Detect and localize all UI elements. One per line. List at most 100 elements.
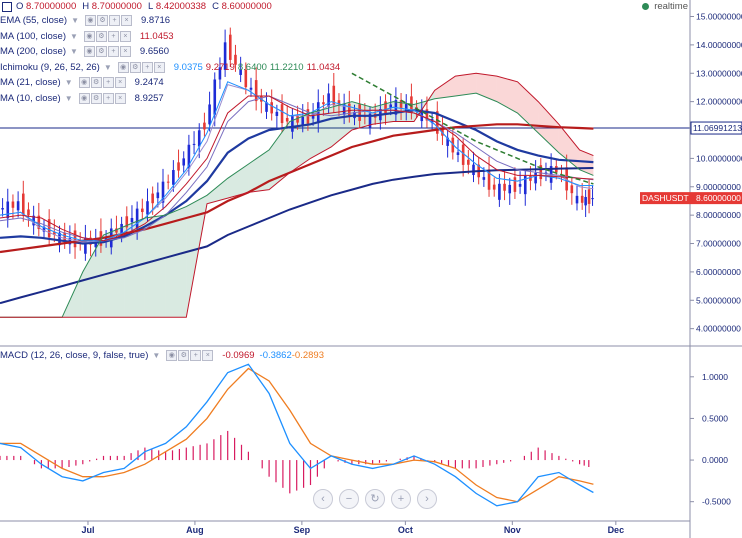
series-line-senkou-a [0,92,594,318]
chevron-down-icon[interactable]: ▼ [152,351,161,360]
chevron-down-icon[interactable]: ▼ [64,78,73,87]
close-icon[interactable]: × [114,92,126,104]
candle-body [141,208,144,213]
zoom-in-icon[interactable]: + [391,489,411,509]
candle-body [53,232,56,236]
time-tick-label: Sep [294,525,311,535]
candle-body [208,104,211,125]
settings-icon[interactable]: ⚙ [90,92,102,104]
add-icon[interactable]: + [107,46,119,57]
collapse-icon[interactable] [2,1,12,12]
settings-icon[interactable]: ⚙ [95,30,107,42]
ohlc-open: 8.70000000 [26,1,77,12]
add-icon[interactable]: + [190,350,202,361]
series-line-senkou-b [0,72,594,318]
indicator-name[interactable]: Ichimoku (9, 26, 52, 26) [0,61,100,73]
chevron-down-icon[interactable]: ▼ [103,62,112,72]
ichimoku-cloud-segment [289,112,311,173]
close-icon[interactable]: × [119,46,131,57]
zoom-out-icon[interactable]: − [339,489,359,509]
settings-icon[interactable]: ⚙ [95,46,107,57]
candle-body [249,87,253,90]
eye-icon[interactable]: ◉ [166,350,178,361]
candle-body [584,196,587,206]
candle-body [570,185,574,194]
candle-body [529,175,532,181]
candle-body [172,170,175,185]
settings-icon[interactable]: ⚙ [178,350,190,361]
ichimoku-cloud-segment [517,81,539,133]
candle-body [223,42,227,70]
add-icon[interactable]: + [141,61,153,73]
ohlc-low-key: L [147,1,154,12]
scroll-right-icon[interactable]: › [417,489,437,509]
price-tick-label: 14.00000000 [696,40,742,50]
price-line-label: 11.06991213 [693,123,742,133]
close-icon[interactable]: × [202,350,214,361]
candle-body [503,183,506,191]
close-icon[interactable]: × [120,15,132,26]
close-icon[interactable]: × [153,61,165,73]
candle-body [6,201,10,219]
indicator-name[interactable]: MA (21, close) [0,77,61,88]
macd-name[interactable]: MACD (12, 26, close, 9, false, true) [0,350,149,361]
candle-body [120,223,123,236]
ohlc-high-key: H [82,1,90,12]
close-icon[interactable]: × [119,30,131,42]
macd-signal-line [0,367,594,503]
ichimoku-cloud-segment [248,149,270,193]
candle-body [265,102,268,112]
eye-icon[interactable]: ◉ [117,61,129,73]
time-tick-label: Jul [81,525,94,535]
candle-body [47,219,51,238]
indicator-name[interactable]: MA (200, close) [0,46,66,57]
reset-icon[interactable]: ↻ [365,489,385,509]
add-icon[interactable]: + [102,77,114,88]
add-icon[interactable]: + [102,92,114,104]
settings-icon[interactable]: ⚙ [96,15,108,26]
eye-icon[interactable]: ◉ [83,30,95,42]
candle-body [342,103,346,115]
add-icon[interactable]: + [107,30,119,42]
indicator-name[interactable]: MA (100, close) [0,30,66,42]
candle-body [316,102,320,124]
candle-body [301,116,305,126]
candle-body [492,184,496,190]
candle-body [399,100,403,109]
close-icon[interactable]: × [114,77,126,88]
candle-body [161,181,165,203]
indicator-row: MA (21, close) ▼ ◉ ⚙ + × 9.2474 [0,75,164,90]
ichimoku-cloud-segment [144,215,166,318]
candle-body [213,79,217,115]
eye-icon[interactable]: ◉ [78,77,90,88]
candle-body [156,192,160,199]
candle-body [404,104,408,112]
chevron-down-icon[interactable]: ▼ [70,47,78,56]
settings-icon[interactable]: ⚙ [90,77,102,88]
indicator-row: MA (100, close) ▼ ◉ ⚙ + × 11.0453 [0,29,174,44]
add-icon[interactable]: + [108,15,120,26]
ichimoku-cloud-segment [496,76,518,113]
indicator-value: 9.2719 [205,61,235,73]
candle-body [565,167,568,191]
settings-icon[interactable]: ⚙ [129,61,141,73]
chevron-down-icon[interactable]: ▼ [71,16,79,25]
ohlc-high: 8.70000000 [91,1,142,12]
eye-icon[interactable]: ◉ [83,46,95,57]
candle-body [244,69,248,88]
chevron-down-icon[interactable]: ▼ [70,31,78,41]
ichimoku-cloud-segment [124,217,145,318]
ichimoku-cloud-segment [476,73,497,102]
indicator-value: 8.9257 [134,92,164,104]
eye-icon[interactable]: ◉ [78,92,90,104]
chevron-down-icon[interactable]: ▼ [64,93,73,103]
candle-body [327,93,330,107]
candle-body [280,104,284,124]
indicator-name[interactable]: MA (10, close) [0,92,61,104]
ichimoku-cloud-segment [82,235,104,318]
scroll-left-icon[interactable]: ‹ [313,489,333,509]
eye-icon[interactable]: ◉ [84,15,96,26]
candle-body [270,102,273,114]
indicator-name[interactable]: EMA (55, close) [0,15,68,26]
